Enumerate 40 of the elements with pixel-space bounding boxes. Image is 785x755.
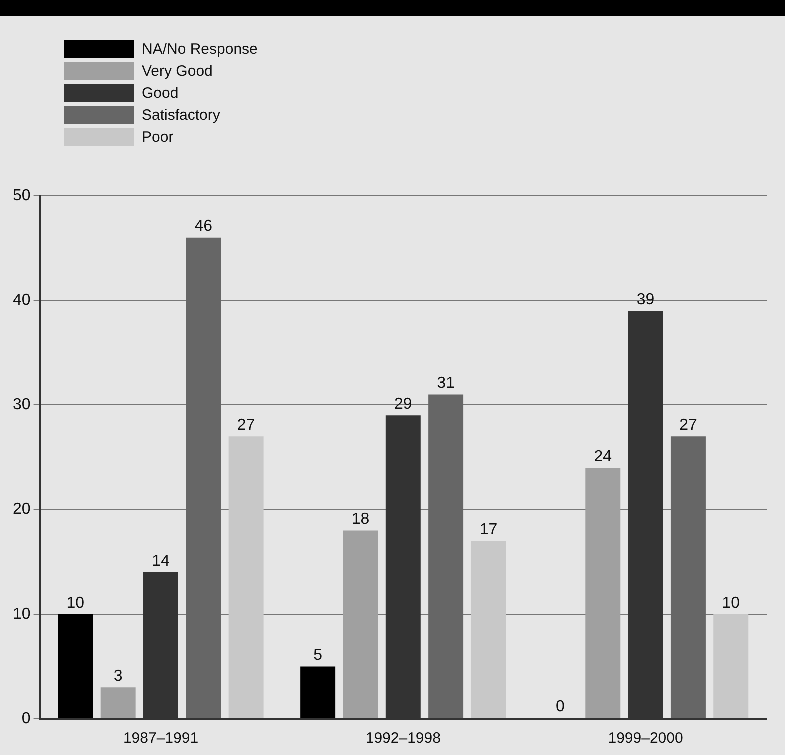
y-tick-label: 20 [13,501,31,518]
bar [714,614,749,718]
data-label: 31 [437,375,456,392]
legend-label: Very Good [142,62,213,80]
data-label: 10 [722,594,740,612]
x-tick-label: 1992–1998 [366,730,441,748]
data-label: 5 [314,647,323,664]
data-label: 27 [680,416,698,434]
data-label: 18 [352,511,370,528]
data-label: 29 [394,396,412,414]
data-label: 14 [152,552,170,570]
legend-label: Satisfactory [142,106,220,124]
bar [471,541,506,718]
y-tick-label: 30 [13,396,31,414]
y-tick-label: 50 [13,187,31,204]
bar [100,688,136,718]
data-label: 0 [556,698,566,716]
bar [586,468,621,718]
legend-label: Good [142,84,179,102]
y-tick-label: 0 [22,710,31,728]
bar [670,436,706,718]
bar [186,238,222,718]
data-label: 24 [594,448,612,466]
data-label: 39 [636,291,655,308]
bar [428,394,464,718]
legend-label: Poor [142,128,174,146]
legend-label: NA/No Response [142,40,258,58]
data-label: 3 [114,668,123,686]
data-label: 27 [237,416,256,434]
bar [343,530,378,718]
y-tick-label: 10 [13,606,31,623]
data-label: 46 [194,218,213,236]
y-tick-label: 40 [13,292,31,310]
bar [228,436,264,718]
data-label: 10 [66,594,85,612]
x-tick-label: 1987–1991 [123,730,199,748]
bar [300,666,336,718]
x-tick-label: 1999–2000 [608,730,684,748]
bar [58,614,94,718]
data-label: 17 [480,522,498,539]
